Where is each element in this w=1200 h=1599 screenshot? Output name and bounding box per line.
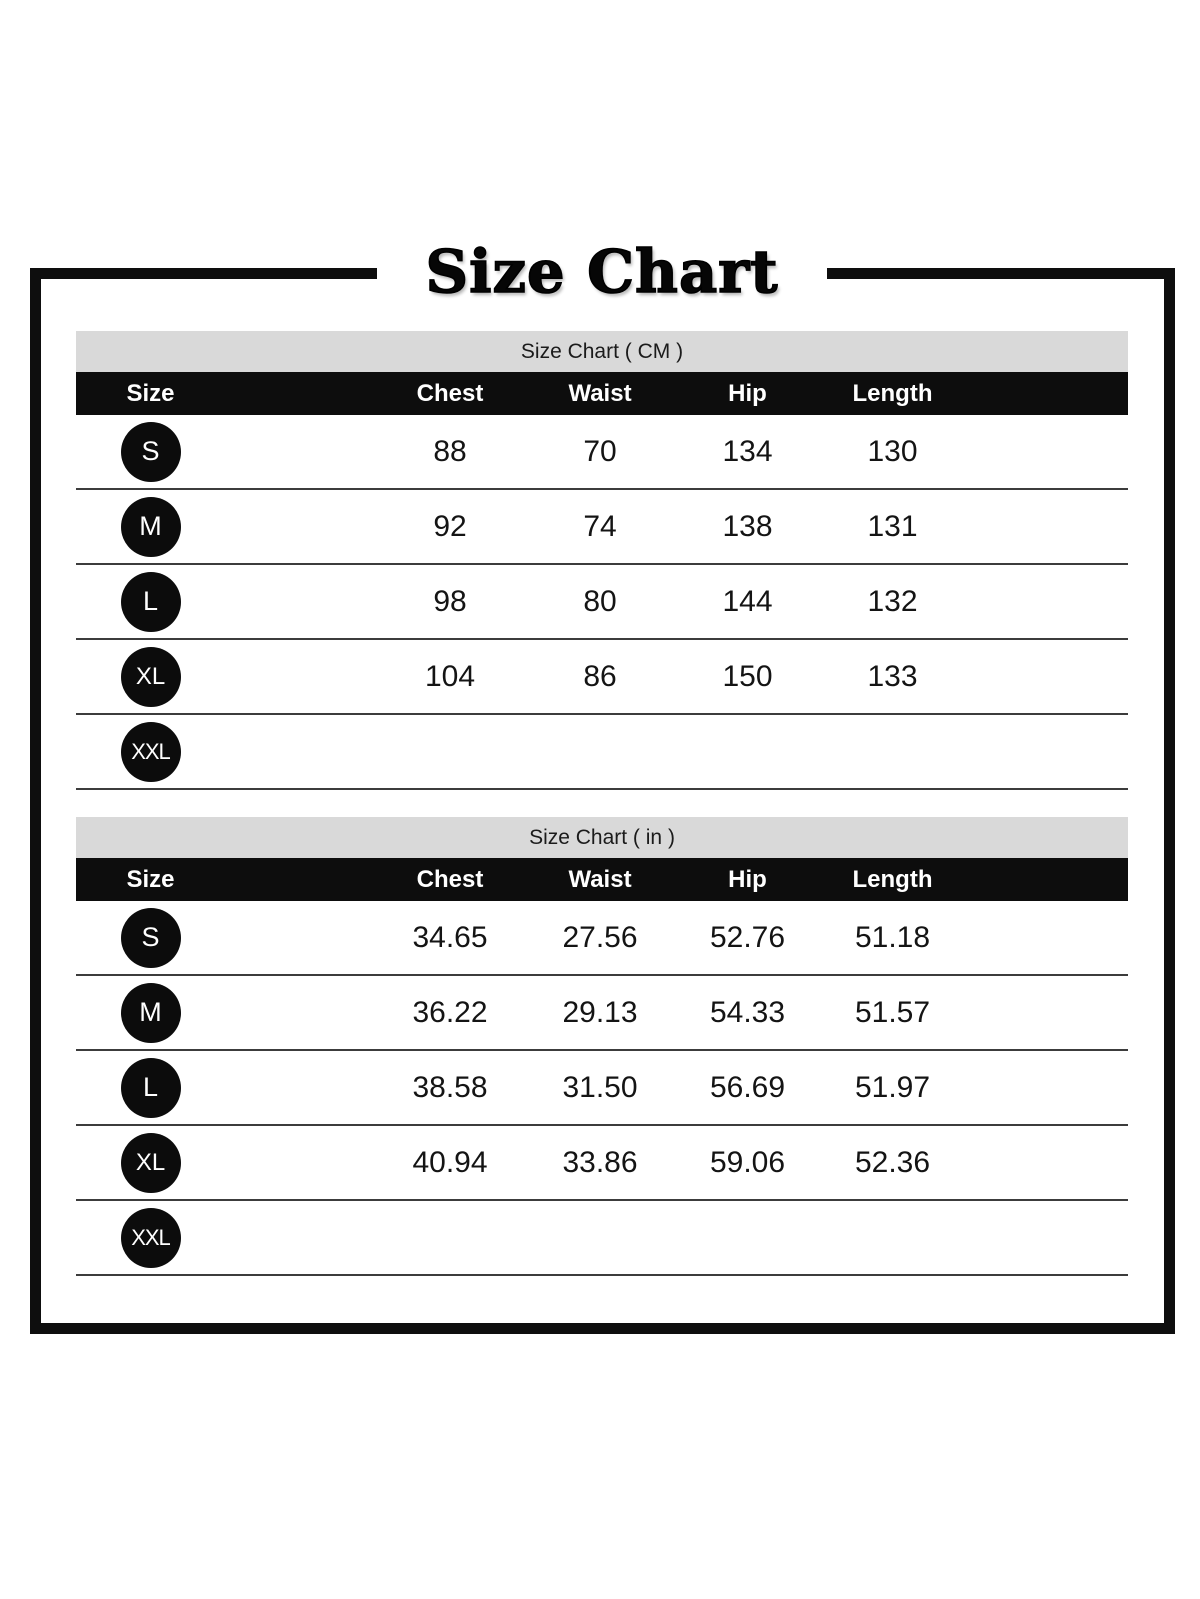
table-header-in: Size Chest Waist Hip Length [76, 858, 1128, 901]
length-value: 52.36 [854, 1145, 931, 1179]
size-badge-cell: M [76, 982, 225, 1043]
column-header-chest: Chest [416, 865, 484, 893]
hip-value: 144 [722, 584, 773, 618]
table-row: M 36.22 29.13 54.33 51.57 [76, 976, 1128, 1051]
hip-value: 56.69 [709, 1070, 786, 1104]
chest-value: 104 [424, 659, 476, 693]
waist-value: 70 [583, 434, 617, 468]
size-badge: L [120, 1057, 181, 1118]
length-value: 132 [867, 584, 918, 618]
length-value: 133 [867, 659, 918, 693]
size-badge: S [120, 907, 181, 968]
hip-value: 134 [722, 434, 773, 468]
hip-value: 59.06 [709, 1145, 786, 1179]
size-badge-cell: XXL [76, 721, 225, 782]
table-row: XL 104 86 150 133 [76, 640, 1128, 715]
size-badge: M [120, 496, 181, 557]
hip-value: 52.76 [709, 920, 786, 954]
size-badge-cell: S [76, 421, 225, 482]
table-title-in: Size Chart ( in ) [529, 825, 675, 849]
column-header-waist: Waist [568, 865, 632, 893]
length-value: 51.57 [854, 995, 931, 1029]
column-header-size: Size [126, 865, 175, 893]
chest-value: 92 [433, 509, 467, 543]
waist-value: 29.13 [562, 995, 638, 1029]
size-badge: S [120, 421, 181, 482]
column-header-waist: Waist [568, 379, 632, 407]
chest-value: 40.94 [412, 1145, 488, 1179]
table-row: L 98 80 144 132 [76, 565, 1128, 640]
length-value: 131 [867, 509, 918, 543]
chest-value: 38.58 [412, 1070, 488, 1104]
chest-value: 36.22 [412, 995, 488, 1029]
chest-value: 88 [433, 434, 467, 468]
size-table-in: Size Chart ( in ) Size Chest Waist Hip L… [76, 817, 1128, 1276]
size-badge-cell: L [76, 571, 225, 632]
size-badge: XXL [120, 721, 181, 782]
size-badge-cell: XL [76, 1132, 225, 1193]
waist-value: 80 [583, 584, 617, 618]
size-badge: XL [120, 1132, 181, 1193]
column-header-size: Size [126, 379, 175, 407]
size-badge-cell: XXL [76, 1207, 225, 1268]
table-row: S 88 70 134 130 [76, 415, 1128, 490]
table-row: XL 40.94 33.86 59.06 52.36 [76, 1126, 1128, 1201]
column-header-hip: Hip [728, 379, 767, 407]
length-value: 51.97 [854, 1070, 931, 1104]
size-badge-cell: XL [76, 646, 225, 707]
table-title-band-in: Size Chart ( in ) [76, 817, 1128, 858]
table-title-band-cm: Size Chart ( CM ) [76, 331, 1128, 372]
size-badge-cell: L [76, 1057, 225, 1118]
waist-value: 86 [583, 659, 617, 693]
hip-value: 150 [722, 659, 773, 693]
size-badge: L [120, 571, 181, 632]
waist-value: 27.56 [562, 920, 638, 954]
waist-value: 74 [583, 509, 617, 543]
size-badge: M [120, 982, 181, 1043]
size-table-cm: Size Chart ( CM ) Size Chest Waist Hip L… [76, 331, 1128, 790]
column-header-length: Length [852, 379, 933, 407]
column-header-length: Length [852, 865, 933, 893]
length-value: 130 [867, 434, 918, 468]
chest-value: 34.65 [412, 920, 488, 954]
waist-value: 33.86 [562, 1145, 638, 1179]
table-title-cm: Size Chart ( CM ) [520, 339, 684, 363]
table-row: L 38.58 31.50 56.69 51.97 [76, 1051, 1128, 1126]
page-title: Size Chart [377, 232, 827, 310]
chest-value: 98 [433, 584, 467, 618]
hip-value: 54.33 [709, 995, 786, 1029]
size-badge: XXL [120, 1207, 181, 1268]
table-row: M 92 74 138 131 [76, 490, 1128, 565]
table-row: XXL [76, 715, 1128, 790]
column-header-hip: Hip [728, 865, 767, 893]
size-badge-cell: M [76, 496, 225, 557]
waist-value: 31.50 [562, 1070, 638, 1104]
table-header-cm: Size Chest Waist Hip Length [76, 372, 1128, 415]
table-row: XXL [76, 1201, 1128, 1276]
hip-value: 138 [722, 509, 773, 543]
size-badge: XL [120, 646, 181, 707]
table-row: S 34.65 27.56 52.76 51.18 [76, 901, 1128, 976]
size-badge-cell: S [76, 907, 225, 968]
length-value: 51.18 [854, 920, 931, 954]
column-header-chest: Chest [416, 379, 484, 407]
